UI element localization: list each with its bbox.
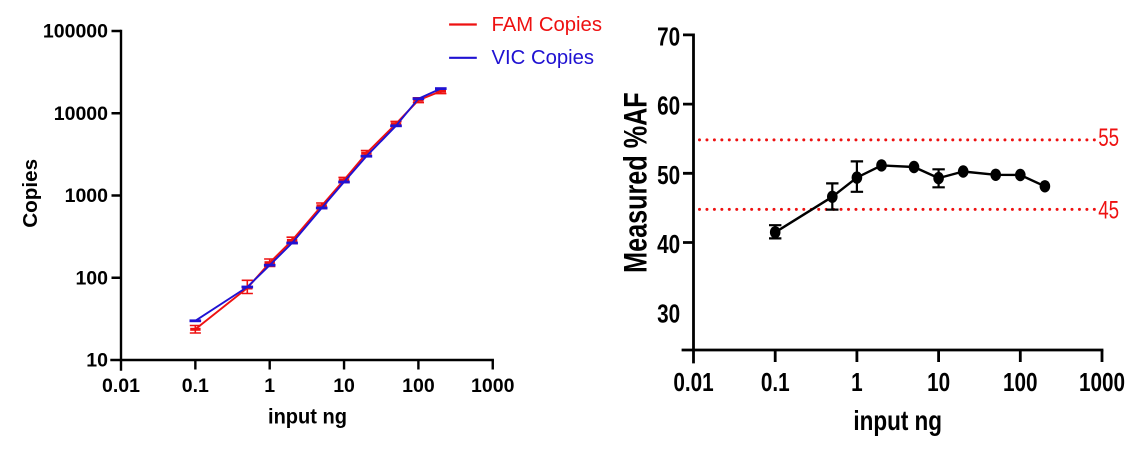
- svg-text:0.01: 0.01: [102, 375, 140, 397]
- svg-text:FAM Copies: FAM Copies: [492, 14, 602, 36]
- svg-text:55: 55: [1098, 123, 1119, 151]
- svg-text:0.1: 0.1: [182, 375, 209, 397]
- svg-text:Measured %AF: Measured %AF: [618, 92, 654, 273]
- svg-text:100000: 100000: [43, 21, 108, 43]
- svg-text:VIC Copies: VIC Copies: [492, 47, 595, 69]
- svg-text:100: 100: [402, 375, 435, 397]
- svg-text:10: 10: [86, 350, 108, 372]
- svg-text:input ng: input ng: [268, 405, 347, 428]
- svg-text:10: 10: [927, 368, 950, 397]
- svg-text:0.01: 0.01: [673, 368, 713, 397]
- svg-text:30: 30: [657, 299, 680, 328]
- svg-text:0.1: 0.1: [761, 368, 790, 397]
- svg-text:100: 100: [1003, 368, 1038, 397]
- svg-text:1000: 1000: [471, 375, 515, 397]
- svg-text:40: 40: [657, 230, 680, 259]
- svg-text:1000: 1000: [65, 185, 109, 207]
- svg-text:10000: 10000: [54, 103, 108, 125]
- svg-text:Copies: Copies: [20, 159, 42, 228]
- svg-text:1: 1: [264, 375, 275, 397]
- svg-text:100: 100: [75, 267, 108, 289]
- svg-text:50: 50: [657, 161, 680, 190]
- svg-text:70: 70: [657, 22, 680, 51]
- svg-text:45: 45: [1098, 196, 1119, 224]
- svg-text:1000: 1000: [1079, 368, 1125, 397]
- svg-text:10: 10: [333, 375, 355, 397]
- svg-text:1: 1: [851, 368, 863, 397]
- svg-text:60: 60: [657, 91, 680, 120]
- svg-text:input ng: input ng: [853, 406, 942, 437]
